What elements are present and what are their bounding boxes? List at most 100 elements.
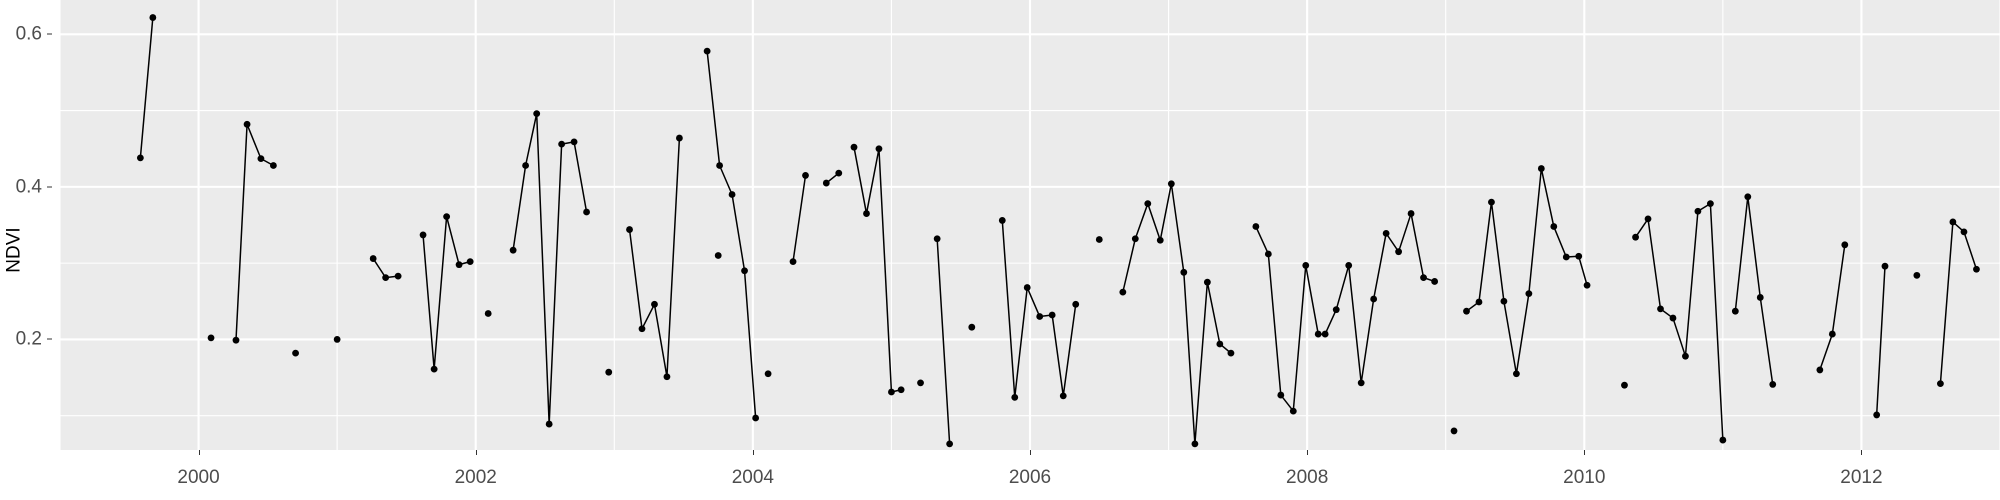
series-data-point — [822, 179, 830, 187]
series-data-point — [1756, 294, 1764, 301]
series-data-point — [1011, 393, 1019, 401]
x-axis-tick-mark — [198, 450, 200, 455]
series-data-point — [1949, 218, 1957, 226]
series-data-point — [1644, 215, 1652, 223]
series-data-point — [638, 325, 646, 333]
series-line-segment — [936, 237, 951, 445]
series-data-point — [741, 267, 748, 275]
series-data-point — [802, 172, 809, 179]
series-line-segment — [1122, 183, 1232, 445]
series-data-point — [1744, 193, 1752, 201]
series-data-point — [1488, 198, 1495, 206]
series-data-point — [1302, 262, 1310, 269]
series-data-point — [1816, 366, 1824, 374]
series-data-point — [1632, 233, 1639, 241]
x-axis-tick-label: 2000 — [177, 467, 220, 488]
series-data-point — [1621, 381, 1628, 389]
y-axis-tick-label: 0.6 — [15, 23, 42, 45]
series-data-point — [1431, 278, 1439, 285]
series-data-point — [1119, 288, 1127, 296]
x-axis-tick-label: 2006 — [1008, 467, 1052, 488]
series-data-point — [1694, 207, 1702, 215]
series-data-point — [257, 155, 265, 163]
series-data-point — [232, 336, 240, 344]
series-data-point — [716, 162, 723, 169]
series-data-point — [1463, 307, 1470, 315]
series-data-point — [850, 143, 858, 151]
series-data-point — [1382, 229, 1390, 237]
series-data-point — [1881, 262, 1889, 270]
series-data-point — [1407, 210, 1415, 217]
series-data-point — [1828, 330, 1836, 338]
x-axis-tick-label: 2004 — [731, 467, 774, 488]
series-data-point — [1072, 300, 1080, 308]
series-data-point — [676, 134, 683, 142]
series-data-point — [243, 120, 251, 128]
series-data-point — [382, 274, 390, 282]
series-data-point — [1873, 411, 1881, 419]
series-data-point — [998, 217, 1006, 224]
series-data-point — [1332, 306, 1340, 314]
y-axis-ticks: 0.2 0.4 0.6 — [0, 0, 52, 500]
series-data-point — [545, 420, 553, 428]
series-data-point — [455, 261, 463, 269]
series-data-point — [1277, 391, 1285, 399]
plot-panel — [60, 0, 2000, 450]
series-data-point — [1475, 298, 1483, 306]
series-line-segment — [1875, 265, 1886, 416]
series-data-point — [626, 226, 633, 233]
series-data-point — [1131, 235, 1139, 243]
series-data-point — [1023, 284, 1031, 291]
series-data-point — [897, 386, 905, 394]
x-axis-tick-label: 2010 — [1563, 467, 1606, 488]
series-data-point — [466, 258, 474, 266]
series-data-point — [509, 246, 517, 254]
series-data-point — [394, 272, 402, 280]
series-data-point — [703, 47, 711, 55]
series-data-point — [1156, 236, 1164, 244]
series-data-point — [1048, 311, 1056, 319]
series-data-point — [533, 110, 541, 118]
series-data-point — [1583, 281, 1591, 289]
series-data-point — [888, 388, 895, 396]
series-data-point — [728, 191, 736, 198]
series-data-point — [1264, 250, 1272, 258]
plot-canvas — [60, 0, 2000, 450]
series-line-segment — [1734, 196, 1774, 386]
series-data-point — [1314, 330, 1322, 338]
series-data-point — [764, 370, 772, 378]
y-axis-tick-mark — [47, 338, 52, 340]
series-data-point — [1769, 381, 1777, 388]
series-data-point — [917, 379, 924, 387]
series-data-point — [1345, 262, 1353, 269]
x-axis-tick-label: 2002 — [454, 467, 497, 488]
series-data-point — [863, 210, 870, 217]
series-data-point — [1841, 241, 1849, 249]
series-data-point — [1216, 340, 1224, 348]
series-data-point — [1719, 436, 1727, 444]
series-data-point — [1706, 200, 1714, 208]
x-axis-tick-mark — [1030, 450, 1031, 455]
series-data-point — [1913, 271, 1921, 279]
series-line-segment — [1939, 221, 1978, 385]
series-data-point — [1682, 352, 1689, 360]
y-axis-tick-mark — [47, 186, 52, 188]
series-data-point — [558, 140, 566, 148]
series-data-point — [1289, 407, 1297, 415]
series-data-point — [583, 208, 590, 216]
series-data-point — [933, 235, 941, 243]
series-data-point — [835, 169, 843, 177]
series-data-point — [292, 349, 299, 357]
series-data-point — [1973, 265, 1980, 273]
x-axis-tick-mark — [1307, 450, 1309, 455]
series-data-point — [484, 310, 492, 317]
series-data-point — [1180, 268, 1188, 276]
y-axis-tick-label: 0.4 — [15, 176, 42, 198]
series-data-point — [1500, 297, 1508, 305]
series-data-point — [1036, 313, 1044, 320]
series-data-point — [1562, 253, 1570, 261]
series-data-point — [1575, 252, 1583, 260]
x-axis-tick-label: 2012 — [1840, 467, 1883, 488]
series-data-point — [136, 154, 144, 162]
